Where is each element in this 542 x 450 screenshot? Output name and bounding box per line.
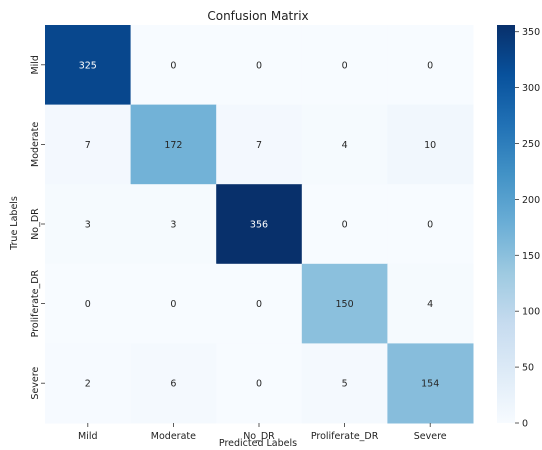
x-tick-label: Mild <box>78 431 98 442</box>
heatmap-cell <box>130 263 217 344</box>
cell-value-label: 150 <box>336 299 354 310</box>
heatmap-cell <box>387 104 474 185</box>
colorbar-tick-label: 250 <box>522 139 540 150</box>
x-tick-label: No_DR <box>243 431 275 442</box>
cell-value-label: 4 <box>342 140 348 151</box>
heatmap-cell <box>301 25 388 106</box>
heatmap-cell <box>45 343 132 424</box>
cell-value-label: 0 <box>170 60 176 71</box>
colorbar-ticks: 0 50 100 150 200 250 300 350 <box>515 27 540 430</box>
cell-value-label: 0 <box>256 379 262 390</box>
colorbar-tick-label: 0 <box>522 419 528 430</box>
y-tick-label: Proliferate_DR <box>30 269 41 337</box>
x-tick-label: Moderate <box>151 431 196 442</box>
cell-value-label: 0 <box>427 220 433 231</box>
heatmap-cell <box>45 104 132 185</box>
x-axis-label: Predicted Labels <box>219 438 297 449</box>
heatmap-cell <box>216 263 303 344</box>
colorbar <box>497 25 515 423</box>
heatmap-cell <box>387 25 474 106</box>
heatmap-cell <box>301 263 388 344</box>
cell-value-label: 0 <box>170 299 176 310</box>
cell-value-label: 3 <box>170 220 176 231</box>
heatmap-cell <box>130 104 217 185</box>
heatmap-cell <box>387 263 474 344</box>
colorbar-tick-label: 100 <box>522 307 540 318</box>
cell-value-label: 0 <box>256 299 262 310</box>
heatmap-cell <box>216 184 303 265</box>
heatmap-cell <box>301 184 388 265</box>
heatmap-cell <box>45 25 132 106</box>
cell-value-label: 325 <box>79 60 97 71</box>
heatmap-cell <box>130 184 217 265</box>
cell-value-label: 7 <box>85 140 91 151</box>
cell-value-label: 10 <box>424 140 436 151</box>
heatmap-cell <box>130 343 217 424</box>
heatmap-cell <box>387 343 474 424</box>
cell-value-label: 4 <box>427 299 433 310</box>
heatmap-cell <box>45 184 132 265</box>
cell-value-label: 0 <box>256 60 262 71</box>
cell-value-label: 0 <box>427 60 433 71</box>
cell-value-label: 0 <box>85 299 91 310</box>
heatmap-cell <box>216 25 303 106</box>
x-tick-label: Proliferate_DR <box>311 431 379 442</box>
heatmap-cell <box>45 263 132 344</box>
cell-value-label: 0 <box>342 60 348 71</box>
y-tick-label: Mild <box>30 55 41 75</box>
heatmap-cell <box>387 184 474 265</box>
heatmap-cell <box>301 343 388 424</box>
chart-title: Confusion Matrix <box>207 9 308 23</box>
y-tick-labels: Mild Moderate No_DR Proliferate_DR Severe <box>30 55 45 400</box>
cell-value-label: 0 <box>342 220 348 231</box>
colorbar-tick-label: 350 <box>522 27 540 38</box>
y-tick-label: Severe <box>30 367 41 400</box>
cell-value-label: 172 <box>164 140 182 151</box>
cell-value-label: 154 <box>421 379 439 390</box>
heatmap-cell <box>301 104 388 185</box>
y-tick-label: Moderate <box>30 122 41 167</box>
heatmap-cell <box>216 104 303 185</box>
colorbar-tick-label: 200 <box>522 195 540 206</box>
y-axis-label: True Labels <box>9 196 20 251</box>
heatmap-cells: 325 0 0 0 0 7 172 7 4 10 3 3 356 0 0 0 0 0 150 4 2 6 0 5 154 <box>45 25 474 424</box>
colorbar-tick-label: 150 <box>522 251 540 262</box>
colorbar-tick-label: 50 <box>522 363 534 374</box>
heatmap-cell <box>216 343 303 424</box>
x-tick-label: Severe <box>414 431 447 442</box>
cell-value-label: 2 <box>85 379 91 390</box>
cell-value-label: 6 <box>170 379 176 390</box>
cell-value-label: 7 <box>256 140 262 151</box>
heatmap-cell <box>130 25 217 106</box>
x-tick-labels: Mild Moderate No_DR Proliferate_DR Severe <box>78 423 447 442</box>
colorbar-tick-label: 300 <box>522 83 540 94</box>
y-tick-label: No_DR <box>30 208 41 240</box>
cell-value-label: 3 <box>85 220 91 231</box>
cell-value-label: 356 <box>250 220 268 231</box>
cell-value-label: 5 <box>342 379 348 390</box>
